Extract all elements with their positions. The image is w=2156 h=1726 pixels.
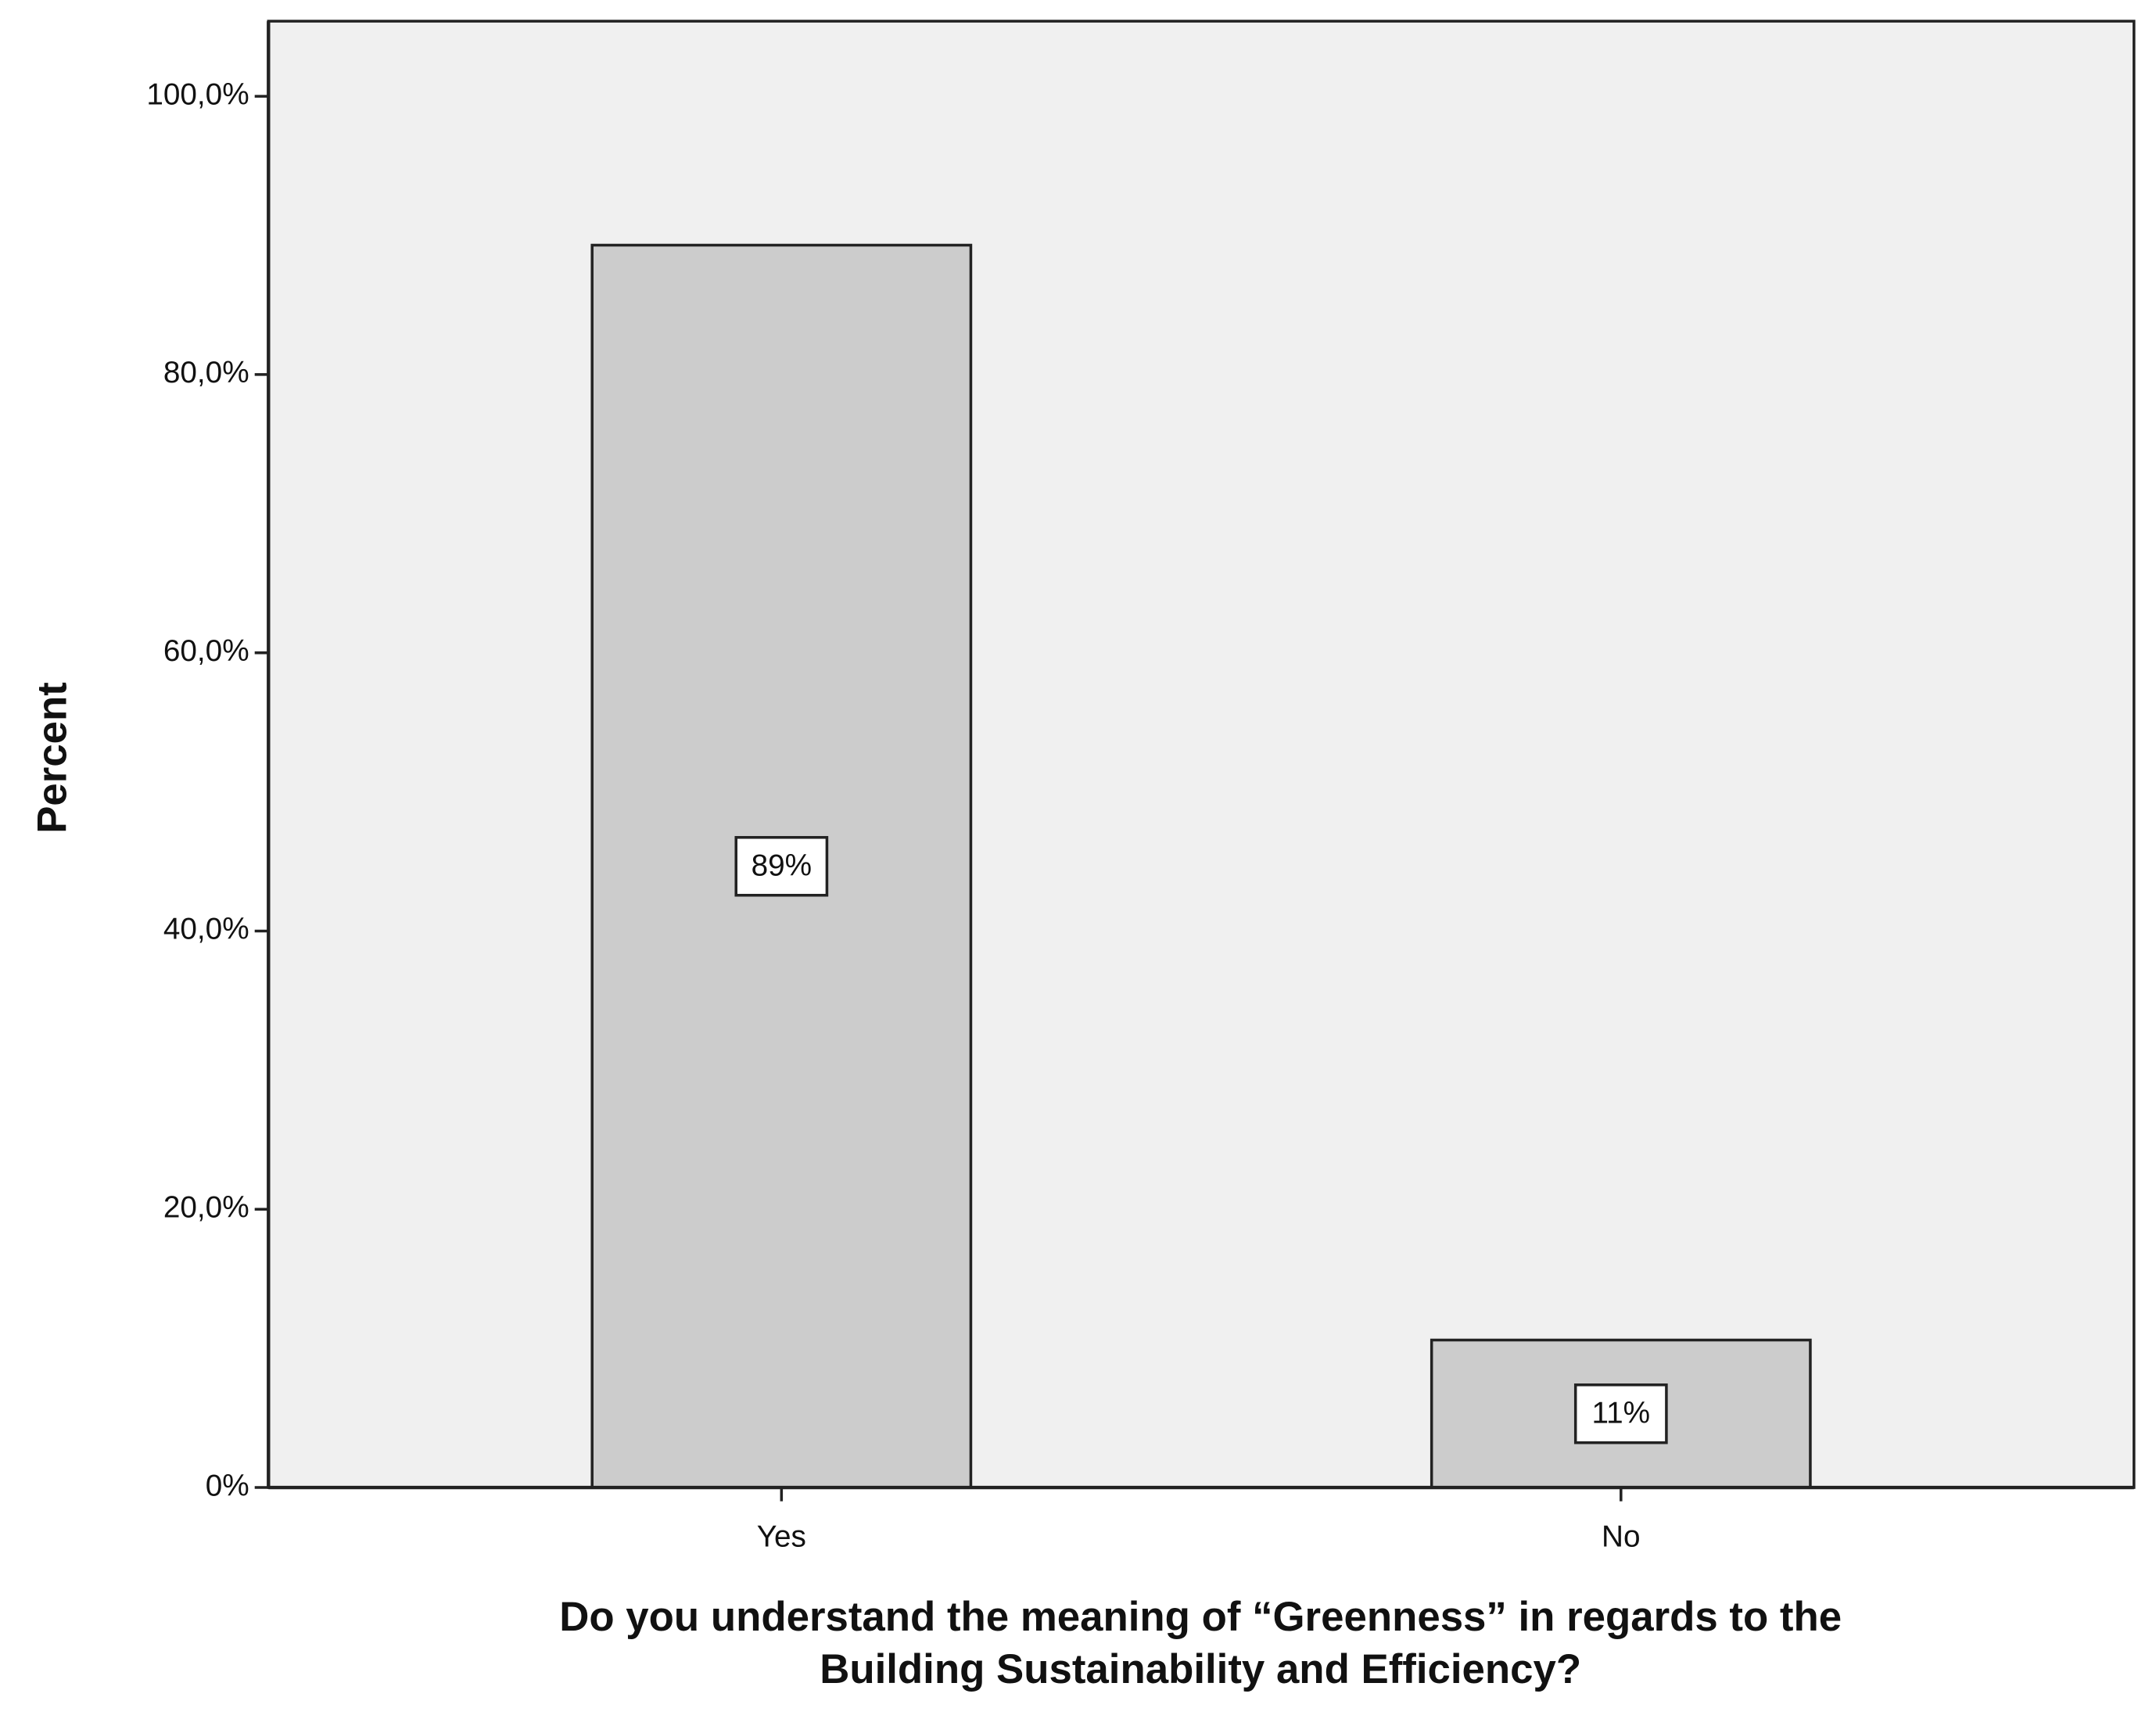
y-tick-label: 100,0% xyxy=(146,77,249,111)
x-axis-title: Building Sustainability and Efficiency? xyxy=(820,1646,1581,1692)
value-label-box xyxy=(1573,1383,1668,1444)
y-tick-label: 80,0% xyxy=(163,356,249,389)
y-tick-label: 40,0% xyxy=(163,913,249,946)
value-label-box xyxy=(734,836,829,897)
x-tick-label: No xyxy=(1602,1520,1641,1553)
y-axis-title: Percent xyxy=(29,682,75,834)
value-label: 89% xyxy=(752,849,813,883)
value-label: 11% xyxy=(1591,1397,1650,1430)
y-tick-label: 60,0% xyxy=(163,634,249,668)
x-axis-title: Do you understand the meaning of “Greenn… xyxy=(559,1594,1842,1640)
y-tick-label: 0% xyxy=(206,1469,249,1502)
plot-area xyxy=(267,20,2136,1489)
x-tick-label: Yes xyxy=(757,1520,806,1553)
y-tick-label: 20,0% xyxy=(163,1190,249,1224)
